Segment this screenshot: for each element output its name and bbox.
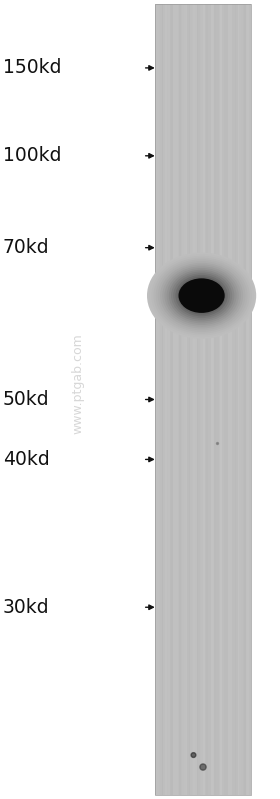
Ellipse shape [158,261,245,330]
Ellipse shape [197,292,206,299]
Ellipse shape [191,287,213,304]
Bar [158,4,160,795]
Text: 30kd: 30kd [3,598,50,617]
Ellipse shape [199,294,204,297]
Ellipse shape [167,268,237,324]
Bar [173,4,174,795]
Bar [243,4,244,795]
Ellipse shape [178,276,226,315]
Bar [165,4,167,795]
Bar [167,4,168,795]
Bar [155,4,251,795]
Bar [192,4,193,795]
Ellipse shape [149,254,254,337]
Bar [195,4,197,795]
Ellipse shape [193,288,210,303]
Bar [214,4,216,795]
Bar [162,4,163,795]
Bar [193,4,195,795]
Bar [232,4,233,795]
Ellipse shape [156,260,248,332]
Bar [184,4,186,795]
Bar [203,4,205,795]
Bar [206,4,208,795]
Bar [233,4,235,795]
Bar [163,4,165,795]
Bar [168,4,170,795]
Ellipse shape [195,291,208,300]
Ellipse shape [153,257,250,334]
Ellipse shape [179,278,225,313]
Ellipse shape [171,272,232,320]
Text: 50kd: 50kd [3,390,50,409]
Bar [239,4,241,795]
Text: www.ptgab.com: www.ptgab.com [72,333,85,434]
Ellipse shape [175,275,228,316]
Bar [249,4,251,795]
Text: 40kd: 40kd [3,450,50,469]
Bar [187,4,189,795]
Ellipse shape [182,280,221,311]
Bar [160,4,162,795]
Ellipse shape [147,252,256,339]
Bar [224,4,225,795]
Bar [213,4,214,795]
Bar [170,4,171,795]
Bar [235,4,236,795]
Bar [182,4,184,795]
Bar [155,4,251,795]
Bar [236,4,238,795]
Bar [179,4,181,795]
Bar [201,4,203,795]
Bar [216,4,217,795]
Text: 150kd: 150kd [3,58,61,78]
Bar [155,4,157,795]
Bar [205,4,206,795]
Ellipse shape [164,266,239,325]
Bar [208,4,209,795]
Bar [225,4,227,795]
Ellipse shape [188,285,215,306]
Bar [178,4,179,795]
Ellipse shape [169,270,234,321]
Bar [209,4,211,795]
Text: 100kd: 100kd [3,146,61,165]
Bar [246,4,248,795]
Bar [211,4,213,795]
Bar [241,4,243,795]
Bar [190,4,192,795]
Bar [217,4,219,795]
Bar [176,4,178,795]
Bar [248,4,249,795]
Bar [186,4,187,795]
Ellipse shape [151,256,252,336]
Point [201,761,205,773]
Bar [227,4,228,795]
Bar [220,4,222,795]
Point [191,749,196,761]
Bar [189,4,190,795]
Ellipse shape [186,284,217,308]
Bar [228,4,230,795]
Bar [219,4,220,795]
Bar [197,4,198,795]
Ellipse shape [180,278,223,313]
Bar [222,4,224,795]
Ellipse shape [173,273,230,318]
Bar [198,4,200,795]
Ellipse shape [184,282,219,309]
Bar [230,4,232,795]
Bar [200,4,201,795]
Ellipse shape [162,264,241,327]
Bar [244,4,246,795]
Text: 70kd: 70kd [3,238,50,257]
Bar [181,4,182,795]
Bar [171,4,173,795]
Bar [238,4,239,795]
Point [215,437,220,450]
Ellipse shape [160,263,243,328]
Bar [174,4,176,795]
Bar [157,4,158,795]
